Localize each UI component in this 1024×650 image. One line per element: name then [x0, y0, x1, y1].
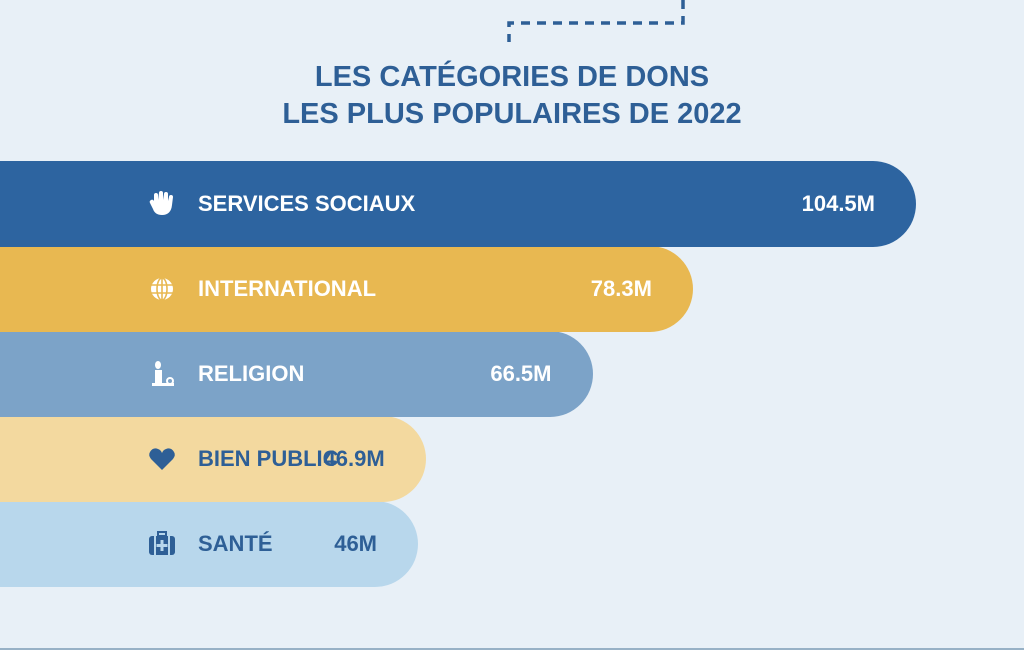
bar-value-label: 66.5M [490, 361, 552, 386]
heart-icon [148, 446, 176, 472]
bar-label: RELIGION [198, 361, 305, 386]
dashed-connector-line [507, 0, 685, 42]
bar-bien-public: BIEN PUBLIC 46.9M [0, 416, 426, 502]
globe-icon [148, 276, 176, 302]
bar-label: BIEN PUBLIC [198, 446, 339, 471]
bar-label: SANTÉ [198, 531, 273, 556]
bar-value-label: 104.5M [801, 191, 875, 216]
bar-international: INTERNATIONAL 78.3M [0, 246, 693, 332]
bar-value-label: 78.3M [590, 276, 652, 301]
bar-label: SERVICES SOCIAUX [198, 191, 416, 216]
bar-sante: SANTÉ 46M [0, 501, 418, 587]
hand-icon [148, 191, 176, 217]
candle-icon [148, 361, 176, 387]
bottom-divider [0, 648, 1024, 650]
bar-value-label: 46.9M [323, 446, 385, 471]
chart-title-line-2: LES PLUS POPULAIRES DE 2022 [282, 98, 742, 130]
bar-value-label: 46M [334, 531, 377, 556]
bar-services-sociaux: SERVICES SOCIAUX 104.5M [0, 161, 916, 247]
bar-label: INTERNATIONAL [198, 276, 377, 301]
bar-religion: RELIGION 66.5M [0, 331, 593, 417]
chart-title-line-1: LES CATÉGORIES DE DONS [314, 61, 710, 93]
medical-kit-icon [148, 531, 176, 557]
